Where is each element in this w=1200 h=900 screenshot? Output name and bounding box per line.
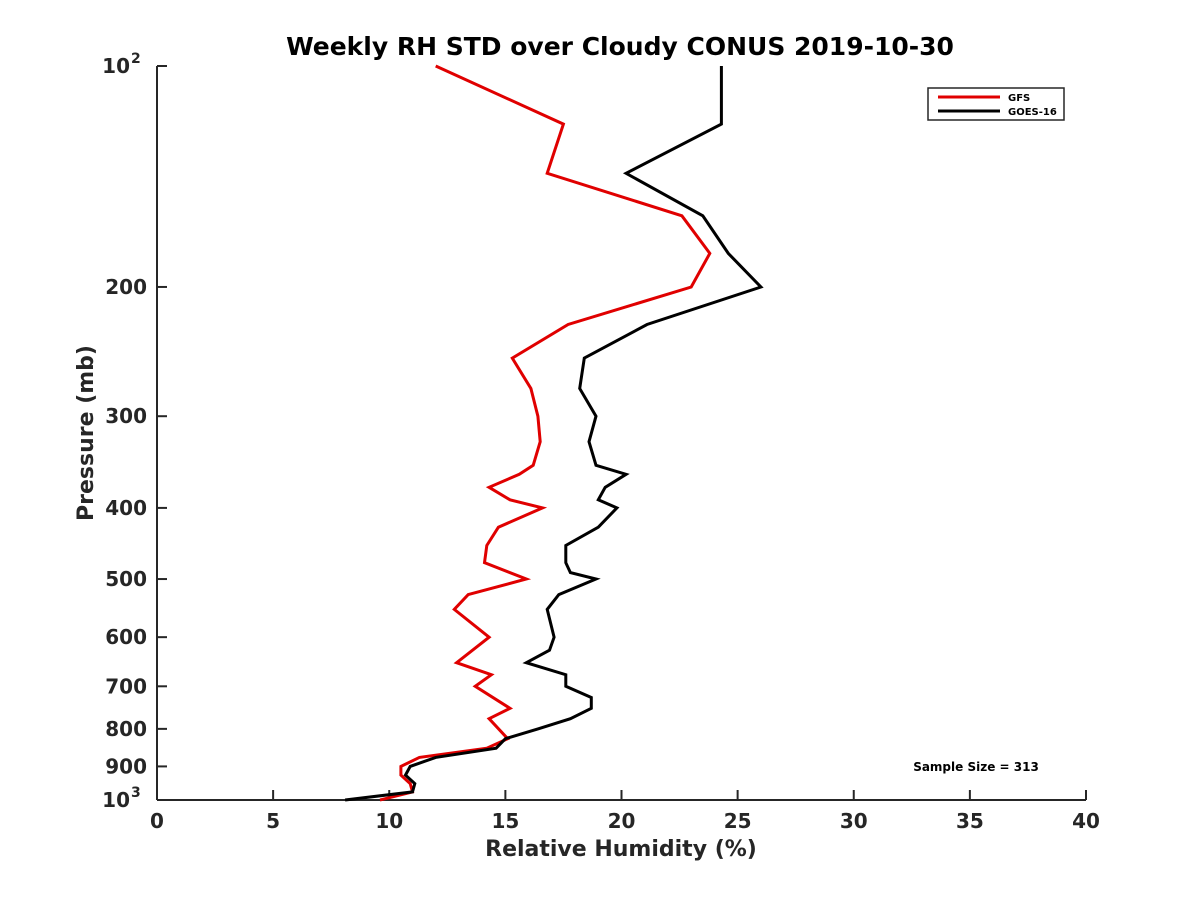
x-tick-label: 5: [266, 809, 280, 833]
y-tick-label-base: 600: [105, 625, 147, 649]
y-tick-label-base: 500: [105, 567, 147, 591]
y-tick-label-base: 200: [105, 275, 147, 299]
series-line-gfs: [379, 64, 712, 802]
x-tick-label: 15: [491, 809, 519, 833]
y-tick-label: 500: [105, 567, 147, 591]
y-tick-label: 400: [105, 496, 147, 520]
y-axis-label: Pressure (mb): [74, 345, 99, 521]
y-tick-label-base: 700: [105, 674, 147, 698]
x-axis-label: Relative Humidity (%): [485, 837, 757, 862]
y-tick-label: 800: [105, 717, 147, 741]
y-tick-label: 900: [105, 754, 147, 778]
x-tick-label: 30: [840, 809, 868, 833]
y-tick-label-exponent: 3: [131, 785, 141, 801]
series-layer: [344, 64, 764, 802]
y-tick-label: 200: [105, 275, 147, 299]
y-tick-label-base: 800: [105, 717, 147, 741]
y-tick-label-base: 900: [105, 754, 147, 778]
chart-title: Weekly RH STD over Cloudy CONUS 2019-10-…: [286, 32, 954, 61]
sample-size-annotation: Sample Size = 313: [913, 760, 1039, 774]
x-tick-label: 0: [150, 809, 164, 833]
y-tick-label: 10 2: [102, 51, 141, 78]
y-tick-label-base: 10: [102, 788, 130, 812]
y-tick-label: 700: [105, 674, 147, 698]
legend-box: [927, 87, 1065, 121]
y-tick-label: 600: [105, 625, 147, 649]
legend: GFS GOES-16: [927, 87, 1065, 121]
y-tick-label: 10 3: [102, 785, 141, 812]
x-tick-label: 20: [608, 809, 636, 833]
y-tick-label-exponent: 2: [131, 51, 141, 67]
y-tick-label-base: 10: [102, 54, 130, 78]
x-tick-label: 40: [1072, 809, 1100, 833]
y-tick-label: 300: [105, 404, 147, 428]
y-tick-label-base: 400: [105, 496, 147, 520]
legend-label: GOES-16: [1008, 107, 1057, 118]
legend-label: GFS: [1008, 93, 1030, 104]
series-line-goes-16: [344, 66, 764, 802]
y-tick-label-base: 300: [105, 404, 147, 428]
x-tick-label: 35: [956, 809, 984, 833]
x-tick-label: 10: [375, 809, 403, 833]
x-tick-label: 25: [724, 809, 752, 833]
